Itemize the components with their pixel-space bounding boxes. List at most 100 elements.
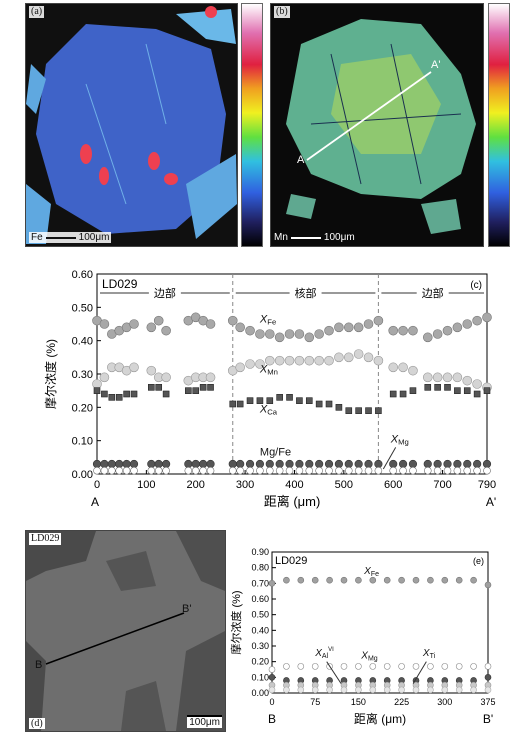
- chart-c-point-xmn: [255, 359, 265, 369]
- chart-c-point-xca: [130, 390, 138, 398]
- fe-scale-text: 100μm: [78, 232, 110, 243]
- chart-e-sample-label: LD029: [275, 555, 307, 567]
- chart-e-point-xmn: [412, 686, 420, 694]
- chart-e-xtick-label: 225: [394, 697, 409, 707]
- chart-c-point-xmg: [108, 466, 116, 475]
- chart-c-xtick-label: 200: [187, 479, 205, 491]
- chart-c-point-mg-fe: [334, 459, 343, 469]
- chart-c-point-mg-fe: [107, 459, 116, 469]
- chart-c-point-mg-fe: [92, 459, 102, 469]
- bse-map-panel: LD029 (d) B B' 100μm: [25, 530, 226, 732]
- chart-c-point-xca: [108, 394, 116, 401]
- chart-c-point-xfe: [462, 319, 473, 329]
- chart-e-point-xfe: [470, 576, 477, 584]
- chart-c-point-mg-fe: [482, 459, 492, 469]
- chart-c-point-mg-fe: [154, 459, 163, 469]
- chart-c-point-mg-fe: [236, 459, 245, 469]
- chart-c-point-xmn: [398, 362, 408, 373]
- chart-c-point-xfe: [388, 325, 399, 336]
- chart-c-point-xca: [305, 397, 313, 404]
- profile-line-a: [306, 71, 432, 161]
- chart-e-point-xfe: [441, 576, 449, 584]
- chart-c-point-mg-fe: [473, 459, 482, 469]
- chart-c-point-mg-fe: [398, 459, 408, 469]
- chart-e-point-xfe: [297, 576, 305, 584]
- chart-c-series-label-xmn: XMn: [259, 363, 278, 376]
- chart-c-point-xmn: [343, 352, 354, 363]
- bse-scale-bar: 100μm: [187, 715, 222, 728]
- chart-c-point-mg-fe: [206, 459, 215, 469]
- chart-e-series-label-xti: XTi: [422, 648, 436, 660]
- chart-c-point-xca: [199, 384, 207, 391]
- fe-scale-line: [45, 236, 76, 239]
- chart-c-point-xmg: [364, 466, 373, 475]
- bse-image: [26, 531, 225, 731]
- chart-c-point-xmn: [373, 355, 384, 366]
- panel-b-label: (b): [274, 6, 290, 18]
- fe-map-panel: (a) Fe 100μm: [25, 3, 238, 247]
- chart-c-point-xmg: [93, 466, 101, 475]
- chart-c-point-xmg: [483, 466, 491, 475]
- chart-c-point-xmg: [206, 466, 215, 475]
- chart-c-point-mg-fe: [344, 459, 353, 469]
- chart-c-point-xfe: [99, 319, 110, 329]
- chart-c-point-mg-fe: [324, 459, 334, 469]
- chart-c-point-xfe: [398, 325, 408, 336]
- chart-c-point-xmg: [305, 466, 314, 475]
- chart-e-point-xfe: [383, 576, 391, 584]
- chart-c-point-mg-fe: [315, 459, 324, 469]
- chart-c-xtick-label: 400: [285, 479, 303, 491]
- chart-c-point-mg-fe: [275, 459, 284, 469]
- chart-e-point-xmn: [311, 686, 319, 694]
- chart-c-point-xmn: [129, 362, 139, 373]
- chart-c-profile-start: A: [91, 495, 99, 509]
- chart-c-point-mg-fe: [228, 459, 237, 469]
- chart-e-point-xalvi: [441, 663, 449, 670]
- chart-c-point-xfe: [324, 325, 334, 336]
- chart-c-point-mg-fe: [354, 459, 363, 469]
- chart-c-series-label-mgfe: Mg/Fe: [260, 447, 291, 459]
- chart-c-xtick-label: 500: [335, 479, 353, 491]
- chart-c-point-xfe: [472, 315, 482, 326]
- chart-c-point-xfe: [294, 329, 305, 339]
- chart-c-point-xca: [424, 384, 432, 391]
- chart-c-point-xmg: [443, 466, 452, 475]
- mn-color-scale: [488, 3, 510, 247]
- chart-e-point-xfe: [398, 576, 405, 584]
- chart-c-point-xca: [256, 397, 264, 404]
- chart-e-xtick-label: 375: [480, 697, 495, 707]
- chart-c-point-mg-fe: [184, 459, 193, 469]
- chart-c-point-mg-fe: [295, 459, 304, 469]
- chart-c-xtick-label: 790: [478, 479, 496, 491]
- chart-e-point-xmn: [268, 686, 276, 694]
- chart-e-point-xmn: [283, 686, 290, 694]
- chart-c-point-xmg: [389, 466, 398, 475]
- chart-c-point-xca: [192, 387, 200, 394]
- chart-c-point-xca: [101, 390, 108, 398]
- fe-map-image: [26, 4, 237, 246]
- chart-c-ytick-label: 0.40: [72, 336, 93, 348]
- point-b-label: B: [35, 659, 43, 671]
- chart-c-point-xca: [463, 387, 471, 394]
- chart-e-point-xalvi: [427, 663, 434, 670]
- chart-c-point-xmg: [423, 466, 432, 475]
- chart-c-point-mg-fe: [423, 459, 432, 469]
- chart-c-point-mg-fe: [129, 459, 139, 469]
- chart-c-point-xmg: [228, 466, 237, 475]
- chart-e-point-xalvi: [484, 663, 492, 670]
- chart-e-point-xmn: [340, 686, 348, 694]
- mn-scale-line: [290, 236, 321, 239]
- chart-c-point-mg-fe: [305, 459, 314, 469]
- chart-c-point-xfe: [284, 329, 295, 339]
- chart-e-ytick-label: 0.00: [251, 688, 269, 698]
- chart-e-point-xmn: [441, 686, 449, 694]
- chart-c-point-xfe: [408, 325, 418, 336]
- chart-c-zone-label: 边部: [422, 286, 444, 300]
- chart-c-xmg-pointer: [382, 447, 397, 470]
- chart-e-point-xalvi: [455, 663, 463, 670]
- chart-c-sample-label: LD029: [102, 277, 138, 291]
- point-a-label: A: [297, 154, 305, 166]
- chart-c-point-xmn: [363, 352, 374, 363]
- chart-c-point-xmg: [315, 466, 323, 475]
- chart-c-point-xmn: [408, 365, 418, 376]
